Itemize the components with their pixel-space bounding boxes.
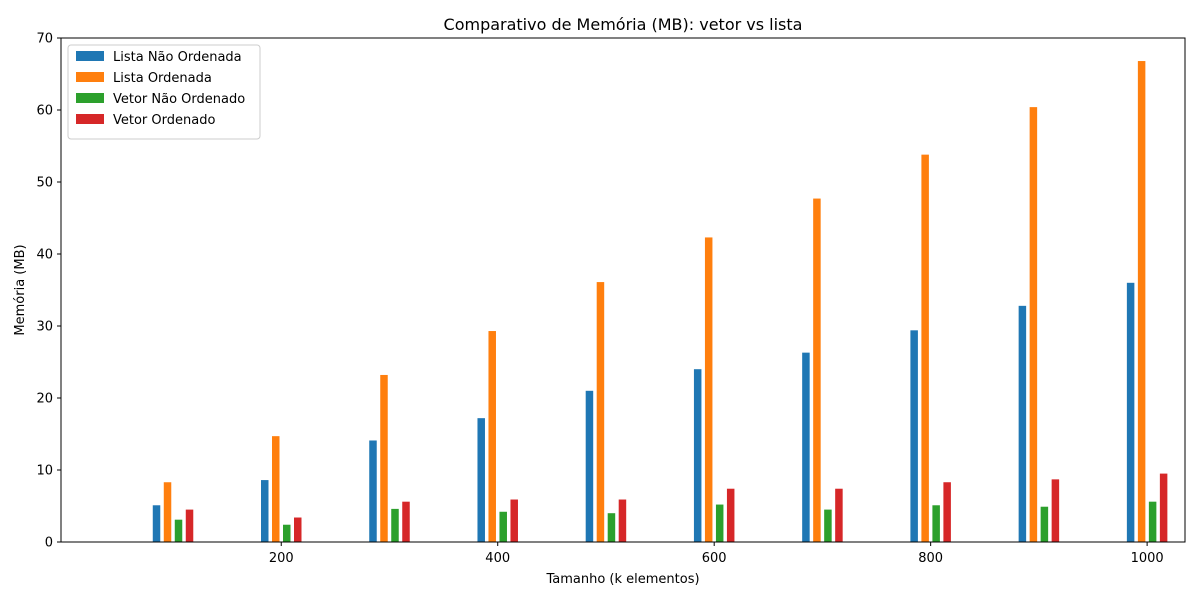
bar-lista-ordenada-700	[813, 198, 821, 542]
bar-vetor-ordenado-1000	[1159, 473, 1168, 542]
bar-lista-n-o-ordenada-1000	[1126, 282, 1135, 542]
y-axis-label: Memória (MB)	[13, 244, 28, 335]
legend-swatch-vetor-ordenado	[76, 114, 104, 124]
bar-lista-ordenada-100	[163, 482, 172, 542]
bar-lista-n-o-ordenada-900	[1018, 305, 1027, 542]
bar-lista-ordenada-200	[272, 436, 280, 542]
legend-label-vetor-n-o-ordenado: Vetor Não Ordenado	[113, 92, 245, 107]
x-tick-label-800: 800	[918, 551, 943, 566]
bar-vetor-n-o-ordenado-400	[499, 511, 507, 542]
y-tick-label-30: 30	[36, 320, 53, 335]
bar-vetor-n-o-ordenado-800	[932, 505, 940, 542]
legend-label-lista-ordenada: Lista Ordenada	[113, 71, 212, 86]
bar-lista-ordenada-900	[1029, 107, 1038, 543]
bar-vetor-ordenado-300	[402, 501, 410, 542]
bar-vetor-n-o-ordenado-1000	[1148, 501, 1157, 542]
y-tick-label-70: 70	[36, 32, 53, 47]
x-tick-label-200: 200	[269, 551, 294, 566]
bar-lista-n-o-ordenada-200	[261, 480, 269, 542]
bar-vetor-n-o-ordenado-600	[715, 504, 724, 542]
y-tick-label-40: 40	[36, 248, 53, 263]
legend-swatch-vetor-n-o-ordenado	[76, 93, 104, 103]
y-tick-label-20: 20	[36, 392, 53, 407]
bar-lista-n-o-ordenada-500	[585, 390, 594, 542]
bar-lista-n-o-ordenada-300	[369, 440, 377, 542]
y-axis: 0 10 20 30 40 50 60 70	[36, 32, 61, 551]
legend-box	[67, 44, 261, 140]
bar-vetor-ordenado-900	[1051, 479, 1060, 542]
legend-label-lista-n-o-ordenada: Lista Não Ordenada	[113, 50, 242, 65]
x-axis-label: Tamanho (k elementos)	[545, 572, 699, 587]
y-tick-label-10: 10	[36, 464, 53, 479]
bar-vetor-n-o-ordenado-700	[824, 509, 832, 542]
bar-vetor-n-o-ordenado-100	[174, 519, 183, 542]
bar-lista-ordenada-400	[488, 331, 496, 542]
bar-lista-ordenada-600	[704, 237, 713, 542]
bar-vetor-ordenado-400	[510, 499, 518, 542]
bar-lista-n-o-ordenada-600	[693, 369, 702, 542]
legend: Lista Não Ordenada Lista Ordenada Vetor Nã…	[67, 44, 261, 140]
bar-lista-ordenada-300	[380, 374, 388, 542]
bar-lista-n-o-ordenada-700	[802, 352, 810, 542]
y-tick-label-60: 60	[36, 104, 53, 119]
x-tick-label-400: 400	[485, 551, 510, 566]
bar-lista-n-o-ordenada-400	[477, 418, 485, 542]
plot-frame	[60, 37, 1186, 543]
bar-vetor-n-o-ordenado-300	[391, 508, 399, 542]
bar-vetor-n-o-ordenado-500	[607, 513, 616, 542]
bar-vetor-n-o-ordenado-200	[283, 524, 291, 542]
bar-vetor-ordenado-200	[294, 517, 302, 542]
bar-vetor-ordenado-800	[943, 482, 951, 542]
bar-lista-n-o-ordenada-800	[910, 330, 918, 542]
y-tick-label-0: 0	[45, 536, 53, 551]
x-axis: 200 400 600 800 1000	[269, 542, 1164, 566]
bar-vetor-ordenado-700	[835, 488, 843, 542]
y-tick-label-50: 50	[36, 176, 53, 191]
bar-lista-ordenada-800	[921, 154, 929, 542]
x-tick-label-1000: 1000	[1131, 551, 1164, 566]
bar-lista-n-o-ordenada-100	[152, 505, 161, 542]
x-tick-label-600: 600	[702, 551, 727, 566]
bar-vetor-ordenado-600	[726, 488, 735, 542]
bar-lista-ordenada-1000	[1137, 61, 1146, 542]
bars-group	[152, 61, 1168, 543]
bar-vetor-n-o-ordenado-900	[1040, 506, 1049, 542]
bar-vetor-ordenado-100	[185, 509, 194, 542]
legend-swatch-lista-ordenada	[76, 72, 104, 82]
chart-title: Comparativo de Memória (MB): vetor vs li…	[444, 15, 803, 34]
legend-swatch-lista-n-o-ordenada	[76, 51, 104, 61]
bar-lista-ordenada-500	[596, 282, 605, 542]
bar-vetor-ordenado-500	[618, 499, 627, 542]
legend-label-vetor-ordenado: Vetor Ordenado	[113, 113, 215, 128]
